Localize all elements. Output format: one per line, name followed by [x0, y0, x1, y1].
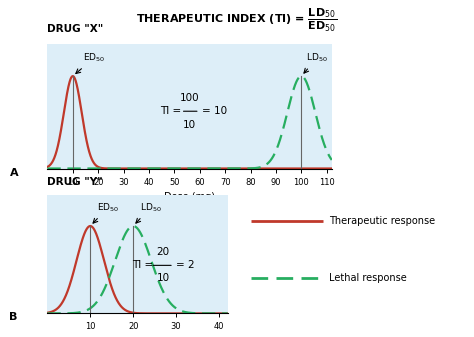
Text: 20: 20: [156, 247, 170, 257]
Text: Lethal response: Lethal response: [329, 273, 407, 282]
Text: A: A: [9, 168, 18, 179]
Text: ED$_{50}$: ED$_{50}$: [93, 201, 119, 223]
Text: = 2: = 2: [176, 261, 195, 270]
Text: TI =: TI =: [132, 261, 157, 270]
Text: LD$_{50}$: LD$_{50}$: [304, 52, 328, 73]
Text: THERAPEUTIC INDEX (TI) = $\dfrac{\mathregular{LD}_{50}}{\mathregular{ED}_{50}}$: THERAPEUTIC INDEX (TI) = $\dfrac{\mathre…: [137, 7, 337, 34]
Text: 10: 10: [183, 120, 196, 129]
Text: Therapeutic response: Therapeutic response: [329, 216, 436, 226]
X-axis label: Dose (mg): Dose (mg): [164, 192, 215, 202]
Text: 100: 100: [180, 93, 200, 103]
Text: DRUG "X": DRUG "X": [47, 24, 104, 34]
Text: LD$_{50}$: LD$_{50}$: [136, 201, 161, 223]
Text: 10: 10: [156, 273, 170, 283]
Text: ED$_{50}$: ED$_{50}$: [76, 52, 105, 73]
Text: TI =: TI =: [160, 106, 184, 116]
Text: B: B: [9, 312, 18, 322]
Text: = 10: = 10: [202, 106, 228, 116]
Text: DRUG "Y": DRUG "Y": [47, 177, 103, 187]
